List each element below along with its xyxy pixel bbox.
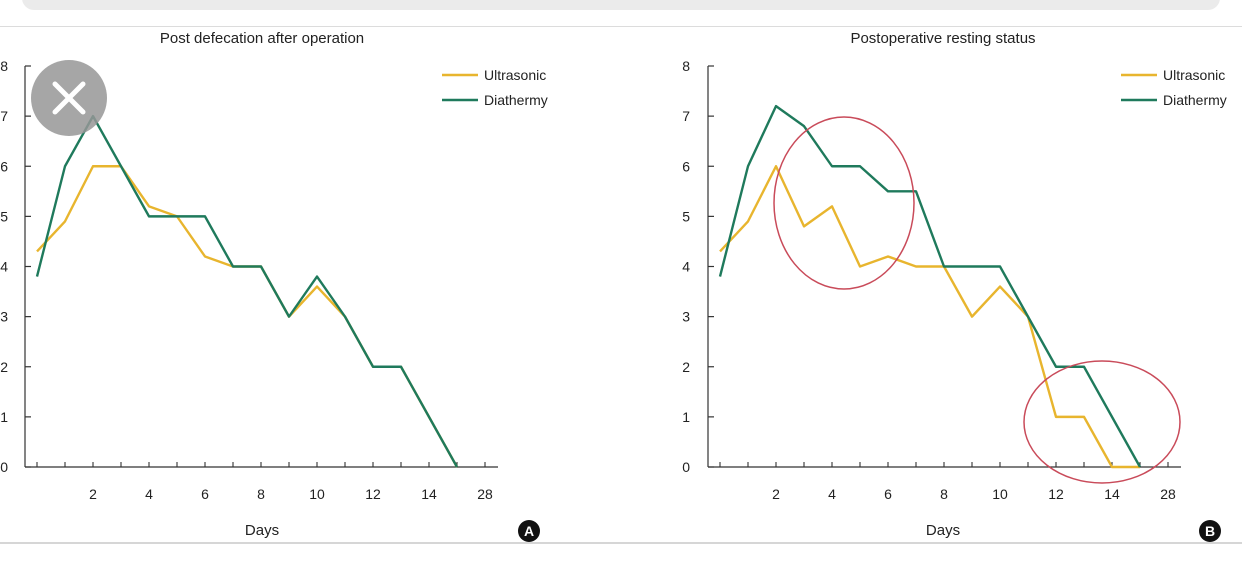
y-tick-label: 6 — [682, 158, 690, 174]
x-tick-label: 14 — [421, 486, 437, 502]
x-tick-label: 2 — [772, 486, 780, 502]
bottom-divider — [0, 542, 1242, 544]
close-icon — [52, 81, 86, 115]
legend-label-diathermy: Diathermy — [1163, 92, 1227, 108]
top-divider — [0, 26, 1242, 27]
series-line-diathermy — [35, 114, 459, 468]
x-tick-label: 10 — [992, 486, 1008, 502]
x-tick-label: 6 — [201, 486, 209, 502]
y-tick-label: 0 — [0, 459, 8, 475]
y-tick-label: 8 — [682, 58, 690, 74]
x-tick-label: 28 — [1160, 486, 1176, 502]
chart-title: Post defecation after operation — [160, 30, 364, 47]
y-tick-label: 4 — [682, 259, 690, 275]
top-search-bar — [22, 0, 1220, 10]
close-button[interactable] — [31, 60, 107, 136]
x-tick-label: 8 — [257, 486, 265, 502]
y-tick-label: 7 — [0, 108, 8, 124]
x-tick-label: 4 — [145, 486, 153, 502]
panel-badge — [518, 520, 540, 542]
legend-label-ultrasonic: Ultrasonic — [1163, 67, 1225, 83]
x-tick-label: 14 — [1104, 486, 1120, 502]
y-tick-label: 4 — [0, 259, 8, 275]
x-tick-label: 12 — [365, 486, 381, 502]
chart-title: Postoperative resting status — [850, 30, 1035, 47]
legend-label-diathermy: Diathermy — [484, 92, 548, 108]
panel-badge — [1199, 520, 1221, 542]
y-tick-label: 1 — [682, 409, 690, 425]
y-tick-label: 3 — [0, 309, 8, 325]
x-tick-label: 4 — [828, 486, 836, 502]
chart-panel-a: Post defecation after operation012345678… — [0, 30, 548, 542]
y-tick-label: 3 — [682, 309, 690, 325]
series-line-ultrasonic — [36, 165, 459, 468]
x-tick-label: 10 — [309, 486, 325, 502]
y-tick-label: 7 — [682, 108, 690, 124]
highlight-circle — [773, 116, 915, 290]
y-tick-label: 1 — [0, 409, 8, 425]
y-tick-label: 6 — [0, 158, 8, 174]
x-tick-label: 6 — [884, 486, 892, 502]
x-tick-label: 2 — [89, 486, 97, 502]
panel-badge-label: B — [1205, 523, 1215, 539]
x-tick-label: 12 — [1048, 486, 1064, 502]
x-axis-label: Days — [926, 522, 960, 539]
series-line-ultrasonic — [719, 165, 1140, 469]
panel-badge-label: A — [524, 523, 534, 539]
y-tick-label: 0 — [682, 459, 690, 475]
y-tick-label: 2 — [0, 359, 8, 375]
y-tick-label: 8 — [0, 58, 8, 74]
y-tick-label: 5 — [0, 208, 8, 224]
y-tick-label: 2 — [682, 359, 690, 375]
x-tick-label: 8 — [940, 486, 948, 502]
y-tick-label: 5 — [682, 208, 690, 224]
legend-label-ultrasonic: Ultrasonic — [484, 67, 546, 83]
highlight-circle — [1023, 360, 1181, 484]
x-axis-label: Days — [245, 522, 279, 539]
x-tick-label: 28 — [477, 486, 493, 502]
